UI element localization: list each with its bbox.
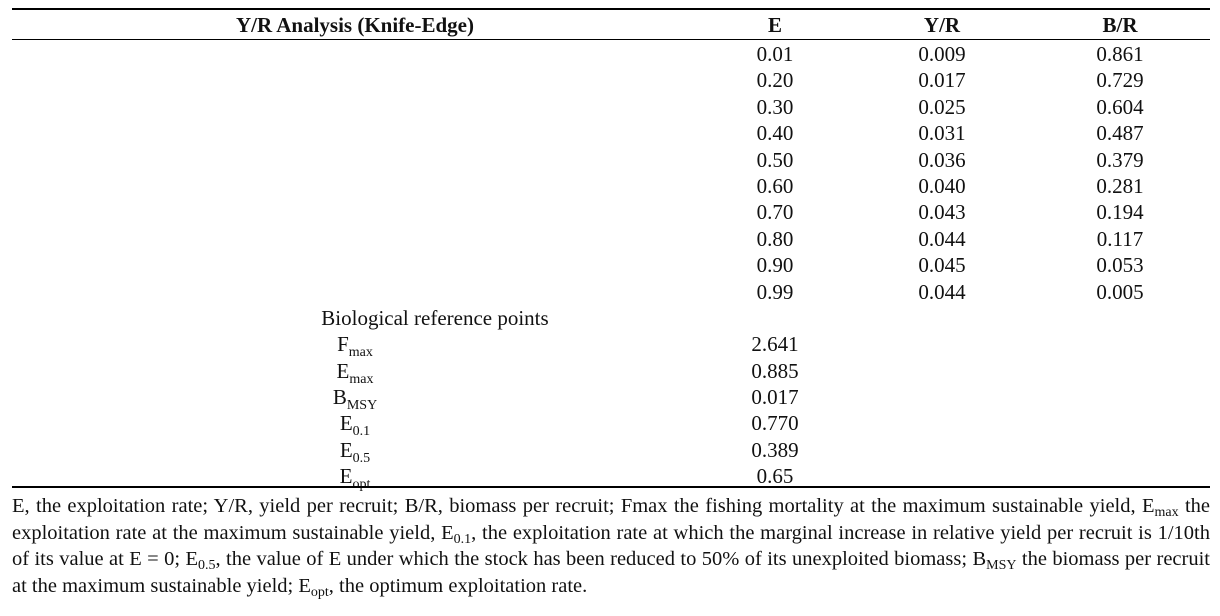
cell-br: 0.194 (1096, 200, 1144, 225)
brp-row: E0.1 0.770 (0, 410, 1220, 440)
cell-br: 0.861 (1096, 42, 1144, 66)
table-row: 0.50 0.036 0.379 (0, 147, 1220, 173)
table-bottom-rule (12, 486, 1210, 488)
cell-yr: 0.031 (918, 121, 966, 146)
cell-e: 0.01 (756, 42, 794, 66)
brp-label: Eopt (339, 464, 371, 493)
cell-br: 0.487 (1096, 121, 1144, 146)
cell-yr: 0.025 (918, 94, 966, 119)
table-row: 0.70 0.043 0.194 (0, 199, 1220, 225)
brp-label: E0.1 (339, 411, 371, 440)
cell-br: 0.005 (1096, 279, 1144, 304)
table-body: 0.01 0.009 0.861 0.20 0.017 0.729 0.30 0… (0, 41, 1220, 493)
cell-yr: 0.043 (918, 200, 966, 225)
cell-yr: 0.009 (918, 42, 966, 66)
cell-e: 0.20 (756, 68, 794, 93)
brp-label: BMSY (332, 385, 378, 414)
cell-e: 0.70 (756, 200, 794, 225)
table-row: 0.20 0.017 0.729 (0, 67, 1220, 93)
cell-br: 0.729 (1096, 68, 1144, 93)
cell-e: 0.90 (756, 253, 794, 278)
cell-e: 0.40 (756, 121, 794, 146)
brp-row: Eopt 0.65 (0, 463, 1220, 493)
cell-yr: 0.044 (918, 279, 966, 304)
brp-value: 0.885 (751, 358, 799, 383)
cell-e: 0.30 (756, 94, 794, 119)
cell-br: 0.281 (1096, 173, 1144, 198)
table-row: 0.90 0.045 0.053 (0, 252, 1220, 278)
brp-label: Fmax (337, 332, 373, 361)
cell-br: 0.053 (1096, 253, 1144, 278)
table-top-rule (12, 8, 1210, 10)
table-row: 0.80 0.044 0.117 (0, 226, 1220, 252)
brp-title-row: Biological reference points (0, 305, 1220, 331)
table-row: 0.40 0.031 0.487 (0, 120, 1220, 146)
table-header-rule (12, 39, 1210, 40)
table-row: 0.60 0.040 0.281 (0, 173, 1220, 199)
cell-e: 0.80 (756, 226, 794, 251)
cell-e: 0.50 (756, 147, 794, 172)
brp-value: 0.017 (751, 385, 799, 410)
cell-br: 0.379 (1096, 147, 1144, 172)
brp-row: Fmax 2.641 (0, 331, 1220, 361)
cell-yr: 0.017 (918, 68, 966, 93)
header-e: E (767, 13, 782, 37)
header-analysis: Y/R Analysis (Knife-Edge) (235, 13, 474, 37)
cell-yr: 0.045 (918, 253, 966, 278)
brp-value: 0.770 (751, 411, 799, 436)
header-br: B/R (1102, 13, 1138, 37)
brp-label: Emax (336, 358, 374, 387)
cell-yr: 0.044 (918, 226, 966, 251)
cell-e: 0.99 (756, 279, 794, 304)
cell-yr: 0.040 (918, 173, 966, 198)
brp-title: Biological reference points (321, 305, 549, 330)
cell-br: 0.117 (1096, 226, 1144, 251)
brp-row: E0.5 0.389 (0, 437, 1220, 466)
table-row: 0.01 0.009 0.861 (0, 41, 1220, 67)
cell-br: 0.604 (1096, 94, 1144, 119)
brp-label: E0.5 (339, 437, 371, 466)
brp-value: 2.641 (751, 332, 799, 357)
table-footnote: E, the exploitation rate; Y/R, yield per… (12, 495, 1211, 600)
header-yr: Y/R (923, 13, 961, 37)
brp-row: Emax 0.885 (0, 358, 1220, 387)
cell-e: 0.60 (756, 173, 794, 198)
table-row: 0.99 0.044 0.005 (0, 279, 1220, 305)
brp-value: 0.389 (751, 437, 799, 462)
brp-value: 0.65 (756, 464, 794, 489)
brp-row: BMSY 0.017 (0, 384, 1220, 414)
cell-yr: 0.036 (918, 147, 966, 172)
table-row: 0.30 0.025 0.604 (0, 94, 1220, 120)
